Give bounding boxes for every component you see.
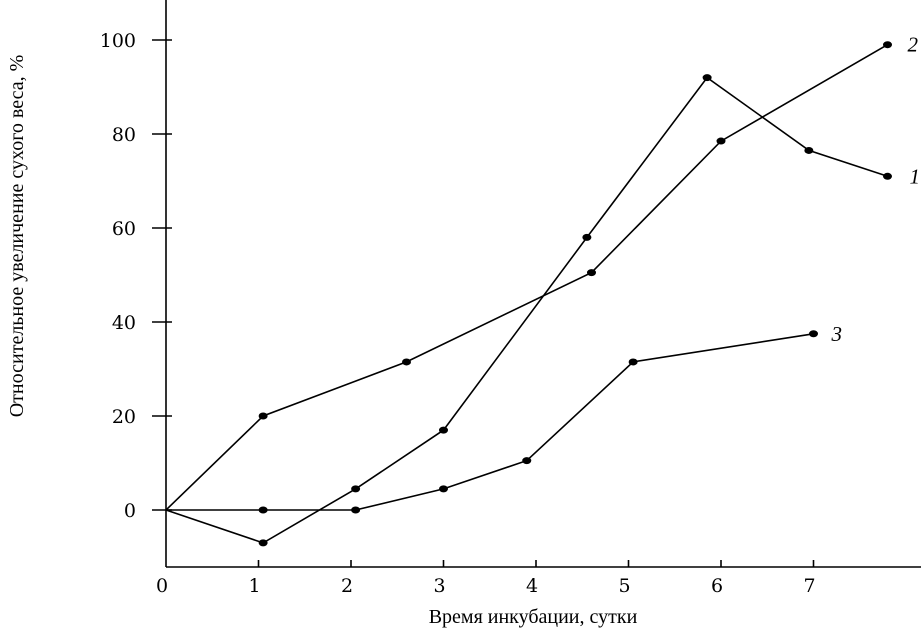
data-point <box>587 269 596 277</box>
data-point <box>258 412 268 420</box>
y-tick-label: 60 <box>112 218 136 240</box>
y-tick-label: 20 <box>112 406 136 428</box>
y-tick-label: 80 <box>112 124 136 146</box>
y-tick-label: 0 <box>124 500 136 522</box>
x-tick-label: 4 <box>526 575 538 597</box>
data-point <box>439 485 448 493</box>
y-tick-label: 100 <box>100 30 136 52</box>
data-point <box>628 358 638 366</box>
series-3: 3 <box>166 322 842 514</box>
x-tick-label: 1 <box>248 575 260 597</box>
series-layer: 1 2 3 <box>165 33 921 547</box>
y-tick-label: 40 <box>112 312 136 334</box>
data-point <box>582 233 592 241</box>
x-tick-label: 3 <box>433 575 445 597</box>
y-axis-title: Относительное увеличение сухого веса, % <box>6 55 28 418</box>
series-2: 2 <box>165 33 919 511</box>
data-point <box>258 539 268 547</box>
series-line <box>165 44 888 511</box>
data-point <box>883 172 892 180</box>
series-line <box>165 76 888 544</box>
series-line <box>166 333 814 511</box>
data-point <box>804 146 814 154</box>
x-tick-label: 5 <box>618 575 630 597</box>
data-point <box>258 506 268 514</box>
data-point <box>809 330 818 338</box>
x-tick-label: 0 <box>156 575 168 597</box>
series-1: 1 <box>165 74 921 547</box>
data-point <box>351 485 361 493</box>
data-point <box>883 41 892 49</box>
axes <box>165 0 921 568</box>
data-point <box>702 74 712 82</box>
x-ticks: 0 1 2 3 4 5 6 7 <box>156 560 816 597</box>
data-point <box>522 457 532 465</box>
data-point <box>351 506 361 514</box>
data-point <box>716 137 726 145</box>
x-tick-label: 7 <box>803 575 815 597</box>
series-label: 2 <box>908 33 919 57</box>
data-point <box>402 358 411 366</box>
y-ticks: 0 20 40 60 80 100 <box>100 30 172 522</box>
x-tick-label: 6 <box>711 575 723 597</box>
x-tick-label: 2 <box>341 575 353 597</box>
data-point <box>439 426 448 434</box>
x-axis-title: Время инкубации, сутки <box>429 606 638 628</box>
series-label: 3 <box>831 322 843 346</box>
series-label: 1 <box>910 164 921 188</box>
